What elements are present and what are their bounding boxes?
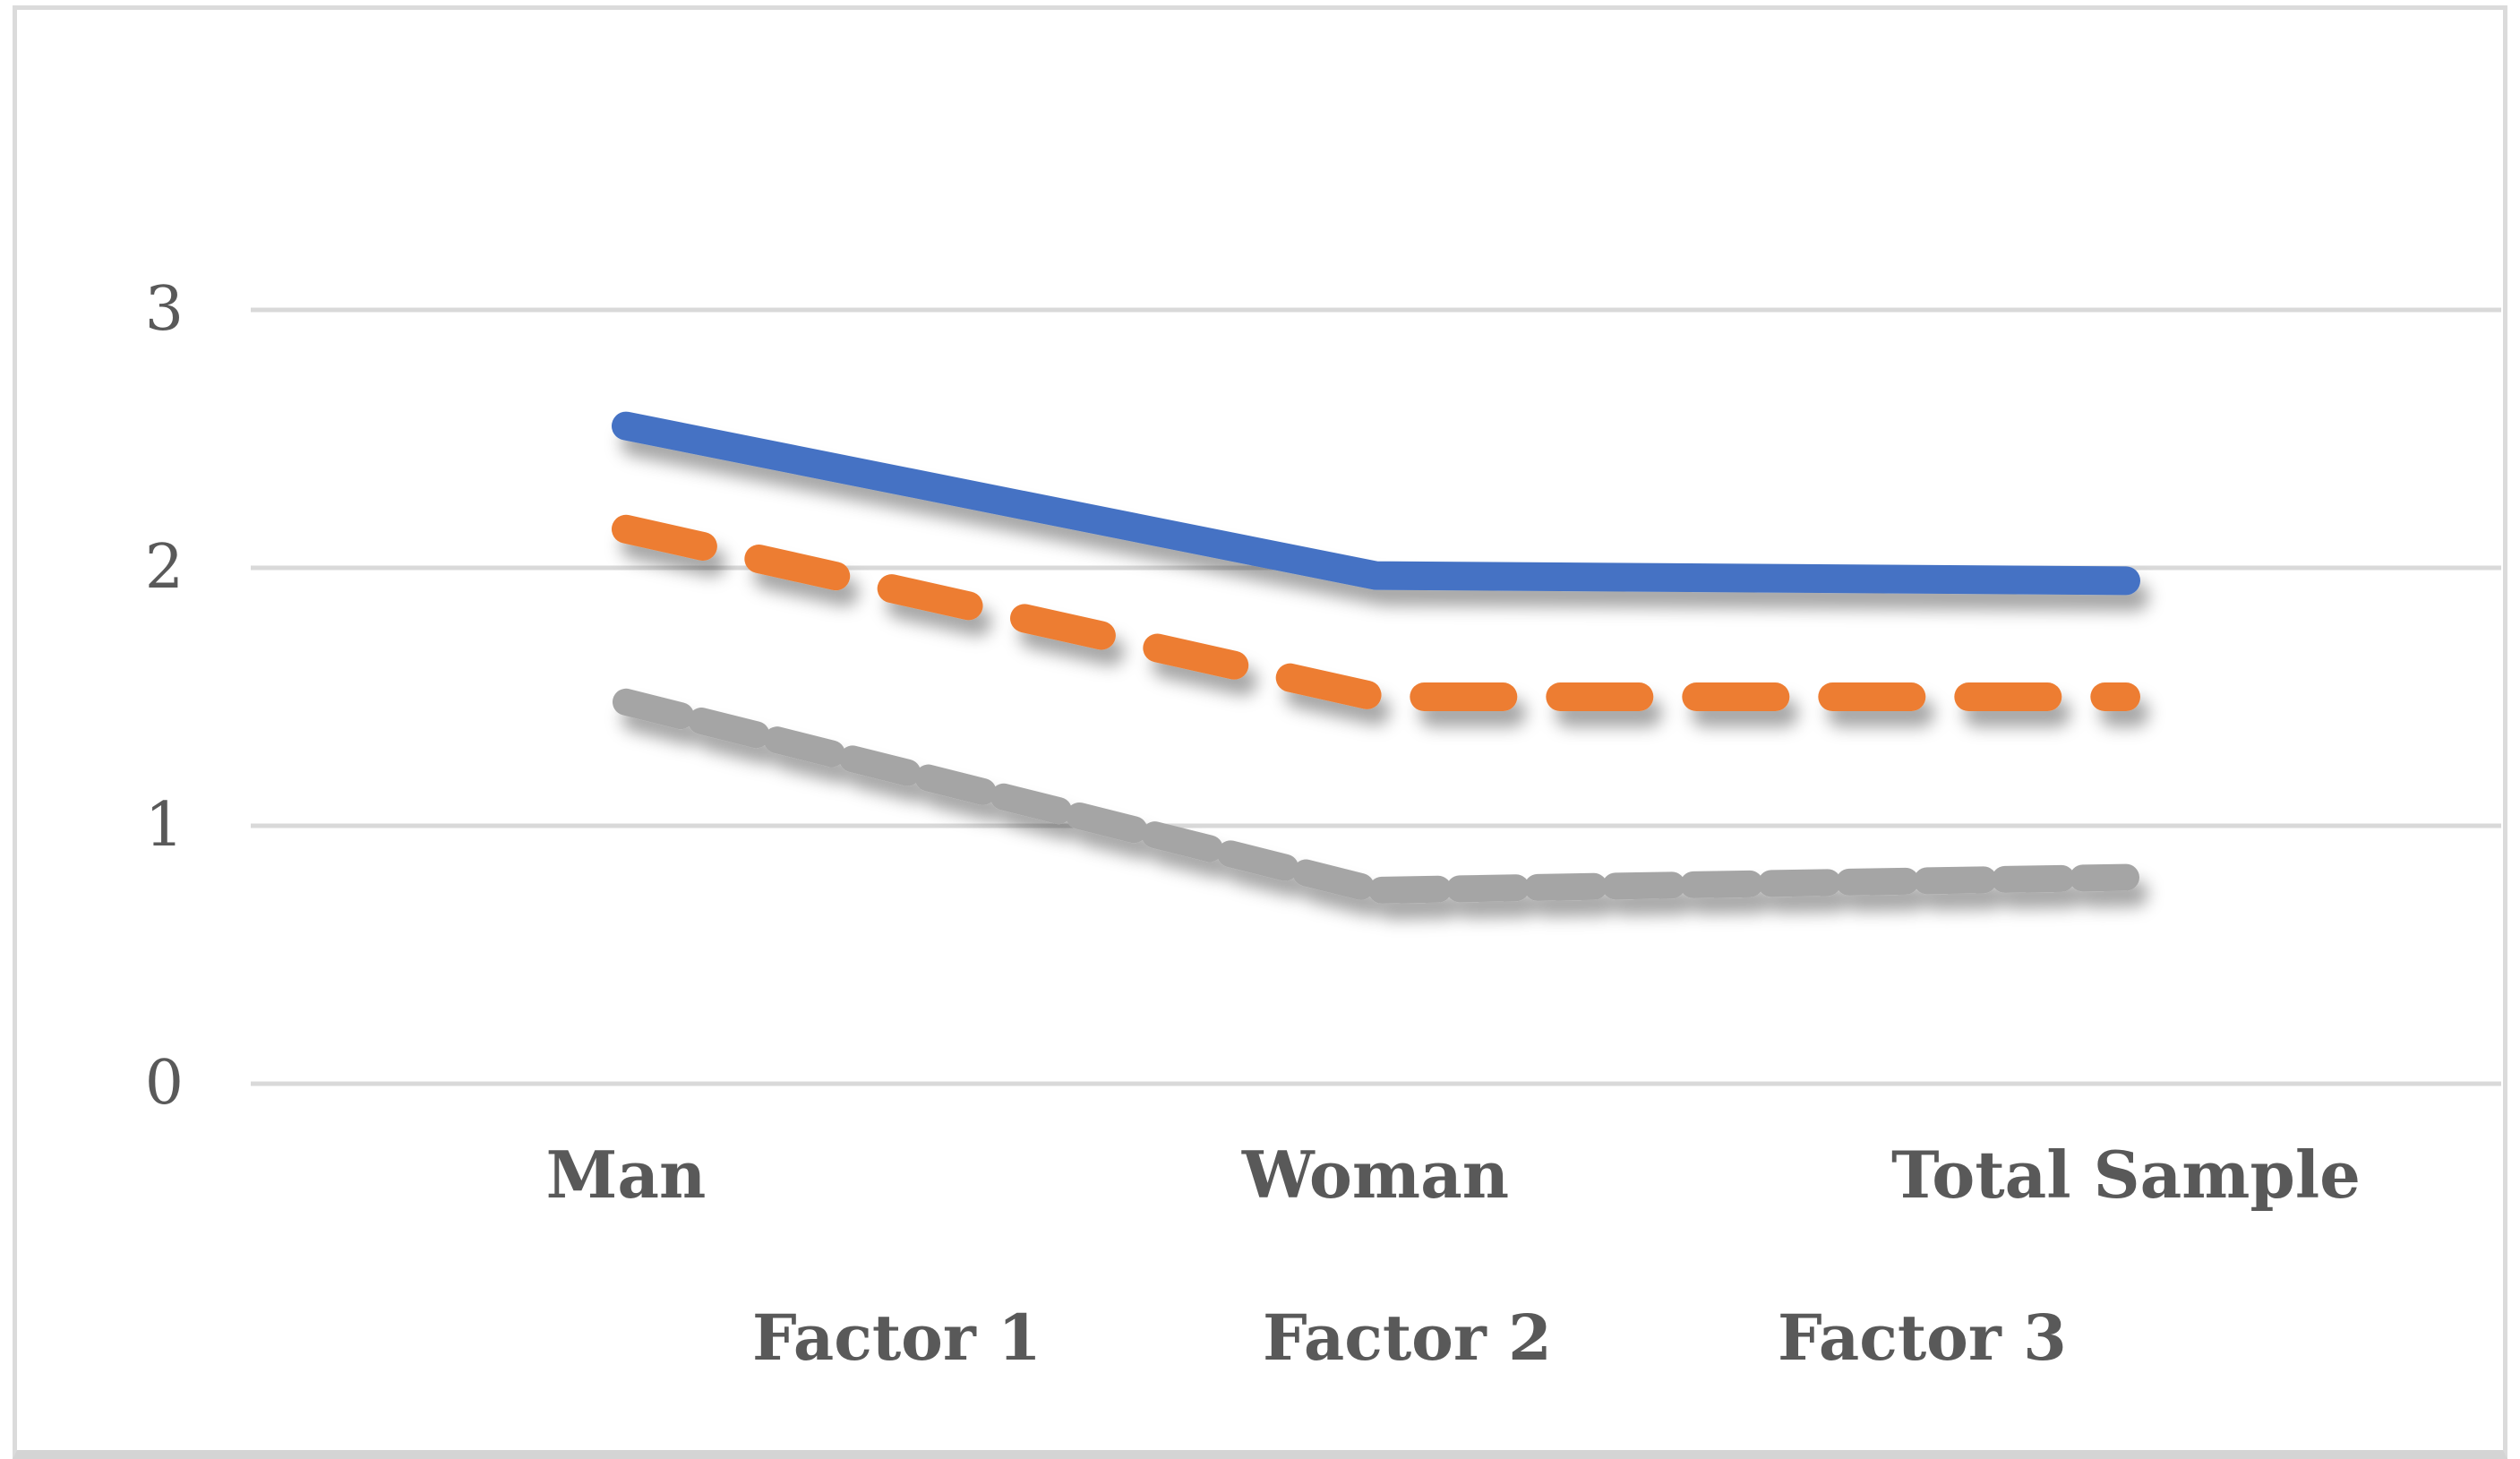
- series-line-factor-2: [612, 514, 2140, 711]
- series-lines-group: [612, 411, 2140, 904]
- x-axis-label-total-sample: Total Sample: [1890, 1137, 2361, 1213]
- series-line-factor-1: [612, 411, 2140, 596]
- y-axis-label-1: 1: [144, 790, 184, 861]
- y-axis-label-0: 0: [144, 1048, 184, 1119]
- y-axis-label-2: 2: [144, 532, 184, 603]
- x-axis-label-man: Man: [545, 1137, 707, 1213]
- y-axis-label-3: 3: [144, 274, 184, 345]
- legend-label-factor-3: Factor 3: [1778, 1300, 2067, 1375]
- legend-label-factor-2: Factor 2: [1263, 1300, 1552, 1375]
- legend-label-factor-1: Factor 1: [752, 1300, 1041, 1375]
- x-axis-label-woman: Woman: [1241, 1137, 1510, 1213]
- figure-border-frame: [13, 5, 2507, 1459]
- series-line-factor-3: [613, 688, 2139, 904]
